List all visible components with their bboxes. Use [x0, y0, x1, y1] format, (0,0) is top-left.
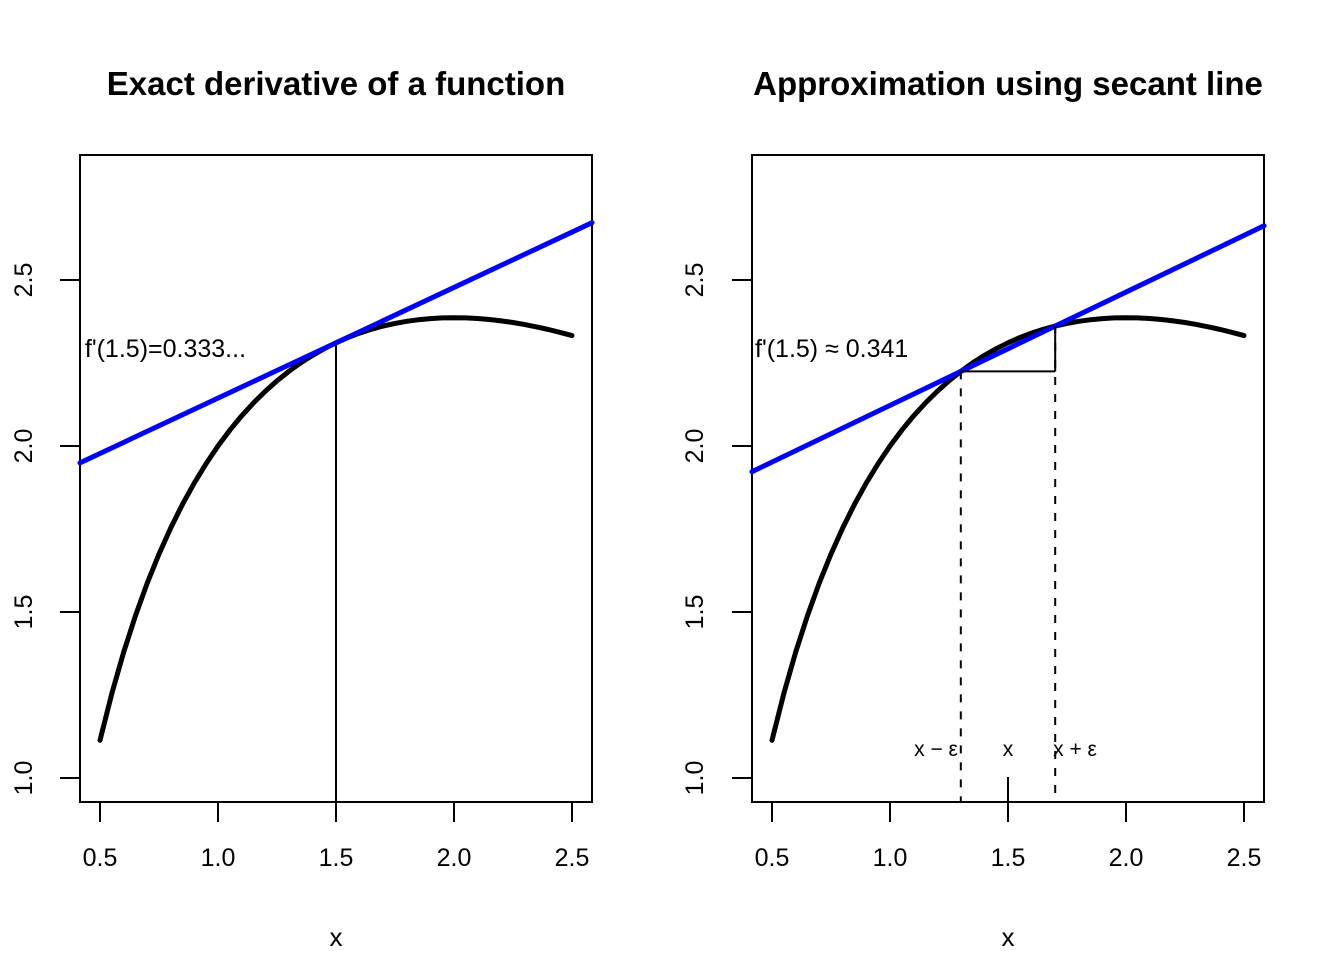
x-tick-label: 2.5 — [555, 844, 590, 872]
function-curve — [769, 315, 1247, 743]
x-tick-label: 0.5 — [83, 844, 118, 872]
panel-title: Exact derivative of a function — [107, 65, 565, 102]
x-axis-title: x — [1002, 922, 1015, 952]
x-axis-title: x — [330, 922, 343, 952]
epsilon-point-label: x − ε — [914, 738, 958, 761]
x-tick-label: 0.5 — [755, 844, 790, 872]
plot-box — [751, 154, 1265, 803]
x-tick-label: 1.0 — [201, 844, 236, 872]
left-panel: 0.5 1.0 1.5 2.0 2.5 1.0 1.5 2.0 2.5 f'(1.5)=0.333… — [10, 65, 595, 952]
x-tick-label: 1.5 — [319, 844, 354, 872]
x-tick-label: 2.0 — [1109, 844, 1144, 872]
x-tick-label: 1.5 — [991, 844, 1026, 872]
y-tick-label: 2.0 — [681, 429, 709, 464]
epsilon-point-label: x + ε — [1053, 738, 1097, 761]
panel-title: Approximation using secant line — [753, 65, 1263, 102]
y-tick-label: 1.0 — [10, 761, 38, 796]
right-panel: 0.5 1.0 1.5 2.0 2.5 1.0 1.5 2.0 2.5 x − ε x x + ε f'… — [681, 65, 1267, 952]
y-tick-label: 1.5 — [681, 595, 709, 630]
secant-line — [749, 223, 1267, 475]
y-tick-label: 1.0 — [681, 761, 709, 796]
y-tick-label: 2.5 — [10, 263, 38, 298]
y-tick-label: 2.0 — [10, 429, 38, 464]
tangent-line — [77, 220, 595, 466]
x-tick-label: 1.0 — [873, 844, 908, 872]
y-tick-label: 1.5 — [10, 595, 38, 630]
epsilon-point-label: x — [1003, 738, 1014, 761]
derivative-annotation: f'(1.5)=0.333... — [85, 335, 246, 363]
x-tick-label: 2.5 — [1227, 844, 1262, 872]
x-tick-label: 2.0 — [437, 844, 472, 872]
y-tick-label: 2.5 — [681, 263, 709, 298]
derivative-annotation: f'(1.5) ≈ 0.341 — [755, 335, 908, 363]
